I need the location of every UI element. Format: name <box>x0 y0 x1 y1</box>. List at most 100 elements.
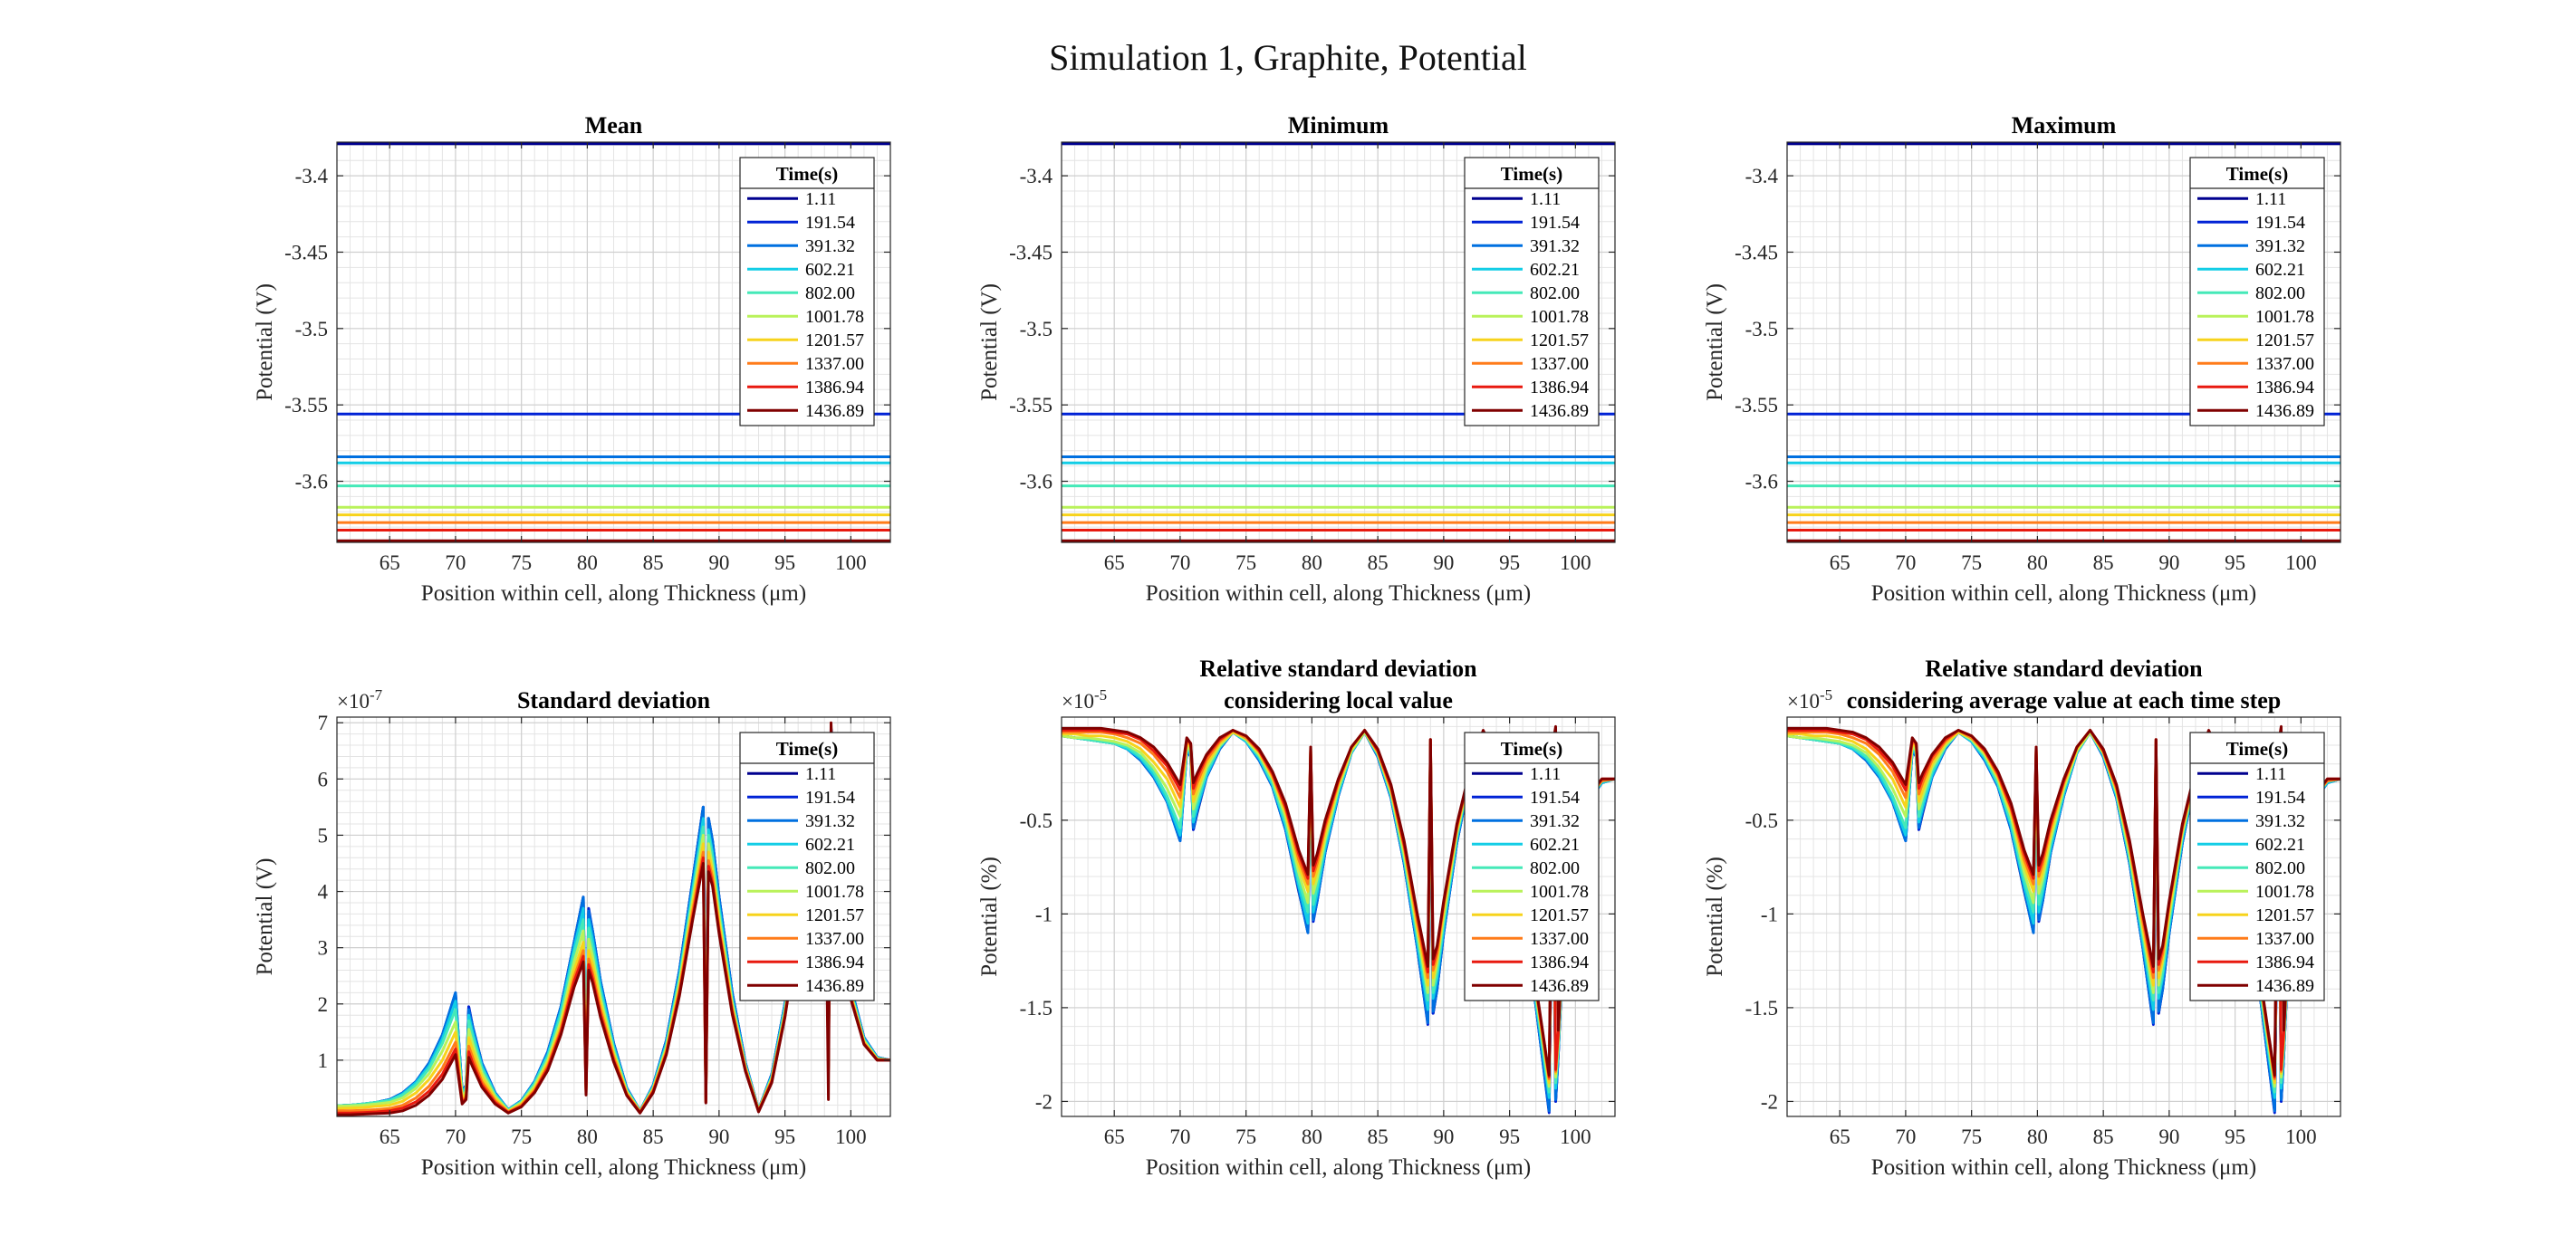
x-tick-label: 75 <box>511 1125 532 1148</box>
x-tick-label: 95 <box>1499 1125 1520 1148</box>
legend-entry: 802.00 <box>2255 858 2305 878</box>
ticks <box>1787 717 2341 1116</box>
legend-entry: 1436.89 <box>2255 976 2314 996</box>
legend-entry: 602.21 <box>2255 835 2305 855</box>
x-axis-label: Position within cell, along Thickness (μ… <box>1146 1155 1531 1180</box>
subplot-title: Minimum <box>1288 112 1389 139</box>
subplot-title: Relative standard deviation <box>1199 656 1477 682</box>
y-tick-label: -2 <box>1035 1090 1053 1113</box>
x-axis-label: Position within cell, along Thickness (μ… <box>1146 581 1531 606</box>
x-tick-label: 85 <box>1368 551 1389 574</box>
x-tick-label: 80 <box>1302 1125 1322 1148</box>
legend-entry: 602.21 <box>805 260 855 280</box>
legend: Time(s) 1.11 191.54 391.32 602.21 802.00 1001.… <box>2189 157 2325 426</box>
legend-entry: 602.21 <box>2255 260 2305 280</box>
y-tick-label: 2 <box>318 993 329 1016</box>
x-tick-label: 70 <box>1895 551 1916 574</box>
axes-box <box>1786 716 2341 1117</box>
x-tick-label: 95 <box>2225 1125 2245 1148</box>
legend: Time(s) 1.11 191.54 391.32 602.21 802.00 1001.… <box>2189 732 2325 1001</box>
x-tick-label: 80 <box>2027 551 2048 574</box>
subplot-title: considering local value <box>1224 687 1453 713</box>
x-tick-label: 85 <box>643 1125 664 1148</box>
y-tick-label: -3.4 <box>1020 165 1053 187</box>
x-tick-label: 70 <box>1895 1125 1916 1148</box>
legend: Time(s) 1.11 191.54 391.32 602.21 802.00 1001.… <box>739 732 875 1001</box>
ticks <box>337 717 890 1116</box>
legend-entry: 1386.94 <box>805 378 864 397</box>
y-tick-label: -3.4 <box>1745 165 1779 187</box>
legend-entry: 802.00 <box>805 858 855 878</box>
legend-entry: 602.21 <box>1530 835 1580 855</box>
x-tick-label: 80 <box>577 551 598 574</box>
x-tick-label: 65 <box>1830 1125 1850 1148</box>
legend-entry: 1201.57 <box>2255 905 2314 925</box>
x-tick-label: 70 <box>1169 551 1190 574</box>
subplot-6: 65 70 75 80 85 90 95 100 -0.5 -1 -1.5 -2 ×10-5 Relati… <box>1703 656 2341 1180</box>
y-tick-label: -1 <box>1761 903 1778 925</box>
axis-exponent: ×10-5 <box>1062 686 1107 713</box>
x-tick-label: 80 <box>2027 1125 2048 1148</box>
x-tick-label: 80 <box>1302 551 1322 574</box>
subplot-2: 65 70 75 80 85 90 95 100 -3.4 -3.45 -3.5 -3.55 -3.6 M… <box>977 112 1616 606</box>
subplot-1: 65 70 75 80 85 90 95 100 -3.4 -3.45 -3.5 -3.55 -3.6 M… <box>253 112 891 606</box>
legend-entry: 1001.78 <box>2255 882 2314 902</box>
legend-entry: 602.21 <box>1530 260 1580 280</box>
x-tick-label: 100 <box>1560 551 1591 574</box>
y-axis-label: Potential (V) <box>977 283 1002 401</box>
legend-entry: 191.54 <box>2255 213 2305 233</box>
y-tick-label: 3 <box>318 937 329 960</box>
x-tick-label: 75 <box>1961 551 1982 574</box>
legend-entry: 1001.78 <box>805 882 864 902</box>
x-tick-label: 90 <box>1433 551 1454 574</box>
axes-box <box>336 141 891 543</box>
x-tick-label: 90 <box>708 551 729 574</box>
y-tick-label: -3.55 <box>284 394 328 417</box>
legend-entry: 802.00 <box>1530 283 1580 303</box>
axes-box <box>1786 141 2341 543</box>
legend-entry: 391.32 <box>805 811 855 831</box>
subplot-4: 65 70 75 80 85 90 95 100 1 2 3 4 5 6 7 ×10-7 Standard de… <box>253 686 891 1180</box>
y-tick-label: -0.5 <box>1745 809 1778 832</box>
y-axis-label: Potential (V) <box>1703 283 1727 401</box>
y-axis-label: Potential (V) <box>253 283 277 401</box>
y-tick-label: -3.6 <box>295 471 328 493</box>
series-group <box>1787 142 2341 542</box>
legend-title: Time(s) <box>1501 163 1562 185</box>
x-tick-label: 95 <box>2225 551 2245 574</box>
y-tick-label: 7 <box>318 712 329 734</box>
ticks <box>1787 142 2341 542</box>
x-tick-label: 95 <box>1499 551 1520 574</box>
legend-entry: 1337.00 <box>805 354 864 374</box>
subplot-title: Mean <box>585 112 643 139</box>
legend-entry: 1436.89 <box>805 976 864 996</box>
legend-entry: 802.00 <box>805 283 855 303</box>
y-tick-label: -3.55 <box>1009 394 1053 417</box>
legend-entry: 1386.94 <box>1530 953 1589 972</box>
y-tick-label: 5 <box>318 824 329 847</box>
y-axis-label: Potential (V) <box>253 858 277 976</box>
x-tick-label: 75 <box>1961 1125 1982 1148</box>
legend-entry: 802.00 <box>1530 858 1580 878</box>
legend-entry: 1201.57 <box>805 330 864 350</box>
legend-entry: 191.54 <box>2255 788 2305 808</box>
legend-entry: 1001.78 <box>1530 882 1589 902</box>
x-tick-label: 95 <box>774 1125 795 1148</box>
legend-entry: 1436.89 <box>2255 401 2314 421</box>
x-tick-label: 75 <box>511 551 532 574</box>
minor-grid <box>336 142 891 543</box>
x-tick-label: 85 <box>2093 551 2114 574</box>
legend-title: Time(s) <box>776 163 838 185</box>
legend: Time(s) 1.11 191.54 391.32 602.21 802.00 1001.… <box>1464 157 1600 426</box>
x-tick-label: 95 <box>774 551 795 574</box>
subplot-3: 65 70 75 80 85 90 95 100 -3.4 -3.45 -3.5 -3.55 -3.6 M… <box>1703 112 2341 606</box>
x-tick-label: 70 <box>1169 1125 1190 1148</box>
x-tick-label: 100 <box>2285 551 2317 574</box>
legend-entry: 1386.94 <box>2255 378 2314 397</box>
x-tick-label: 75 <box>1235 551 1256 574</box>
legend-entry: 1201.57 <box>1530 905 1589 925</box>
legend-entry: 1386.94 <box>805 953 864 972</box>
y-tick-label: -0.5 <box>1020 809 1053 832</box>
legend-entry: 1001.78 <box>2255 307 2314 327</box>
x-tick-label: 65 <box>380 551 400 574</box>
